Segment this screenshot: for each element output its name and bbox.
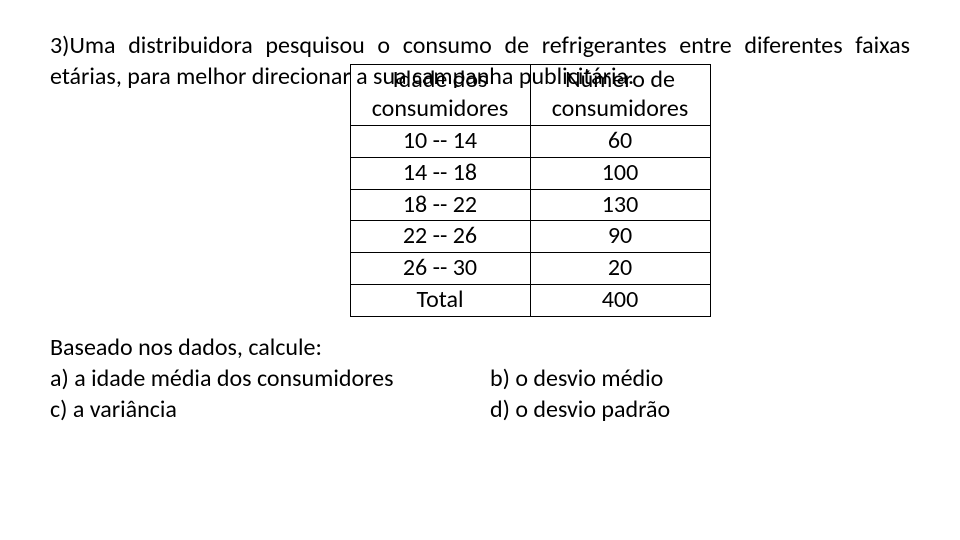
footer-section: Baseado nos dados, calcule: a) a idade m… [50, 332, 910, 426]
cell-total-count: 400 [530, 284, 710, 316]
cell-count: 130 [530, 189, 710, 221]
table-row: 26 -- 30 20 [350, 253, 710, 285]
header-count-line2: consumidores [543, 95, 698, 124]
table-row: 18 -- 22 130 [350, 189, 710, 221]
cell-age: 14 -- 18 [350, 157, 530, 189]
header-age: Idade dos consumidores [350, 65, 530, 126]
table-row: 10 -- 14 60 [350, 125, 710, 157]
question-d: d) o desvio padrão [490, 394, 890, 425]
header-count: Número de consumidores [530, 65, 710, 126]
cell-count: 20 [530, 253, 710, 285]
table-row: Total 400 [350, 284, 710, 316]
header-age-line2: consumidores [363, 95, 518, 124]
question-c: c) a variância [50, 394, 490, 425]
data-table: Idade dos consumidores Número de consumi… [350, 64, 711, 316]
question-b: b) o desvio médio [490, 363, 890, 394]
cell-age: 10 -- 14 [350, 125, 530, 157]
cell-total-label: Total [350, 284, 530, 316]
question-a: a) a idade média dos consumidores [50, 363, 490, 394]
header-count-line1: Número de [543, 66, 698, 95]
table-row: 14 -- 18 100 [350, 157, 710, 189]
table-row: 22 -- 26 90 [350, 221, 710, 253]
table-container: Idade dos consumidores Número de consumi… [50, 64, 910, 316]
cell-count: 60 [530, 125, 710, 157]
cell-age: 18 -- 22 [350, 189, 530, 221]
header-age-line1: Idade dos [363, 66, 518, 95]
cell-age: 22 -- 26 [350, 221, 530, 253]
cell-count: 90 [530, 221, 710, 253]
calc-prompt: Baseado nos dados, calcule: [50, 332, 910, 363]
cell-age: 26 -- 30 [350, 253, 530, 285]
cell-count: 100 [530, 157, 710, 189]
